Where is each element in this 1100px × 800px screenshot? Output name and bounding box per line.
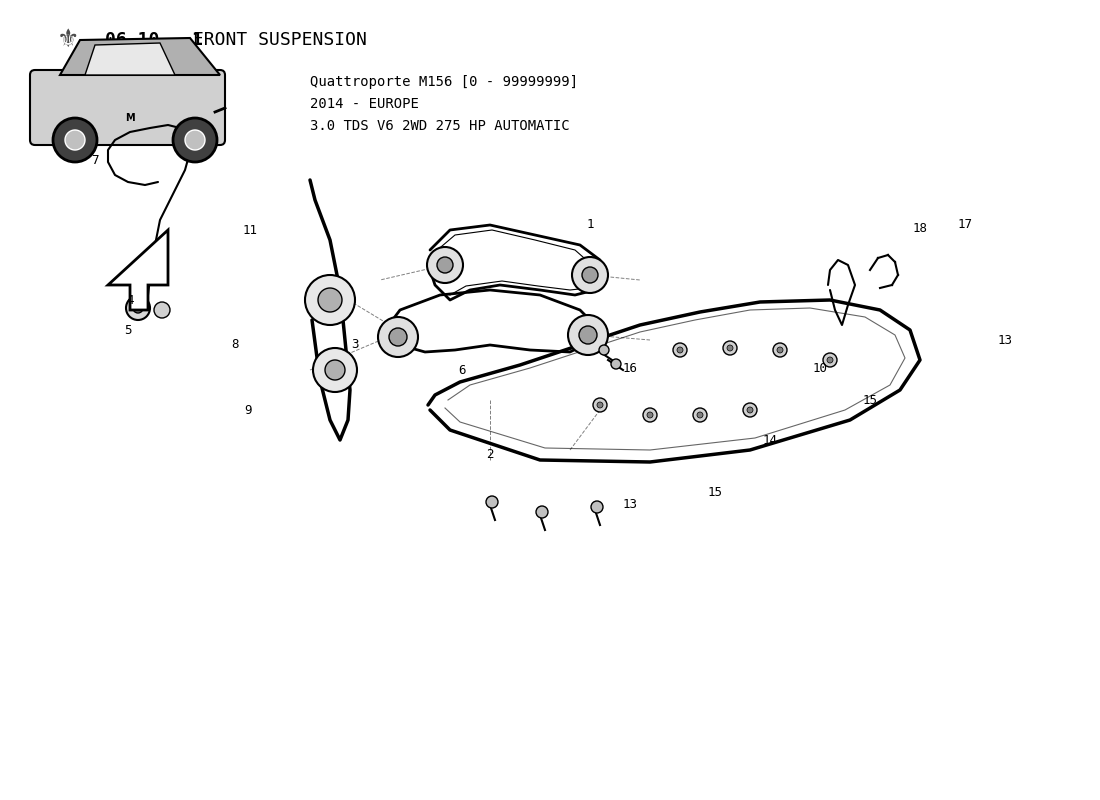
- Text: 15: 15: [862, 394, 878, 406]
- Circle shape: [647, 412, 653, 418]
- Text: 8: 8: [231, 338, 239, 351]
- Circle shape: [389, 328, 407, 346]
- Circle shape: [591, 501, 603, 513]
- Text: 6: 6: [459, 363, 465, 377]
- Circle shape: [126, 296, 150, 320]
- Text: 17: 17: [957, 218, 972, 231]
- Text: 18: 18: [913, 222, 927, 234]
- Circle shape: [133, 303, 143, 313]
- Circle shape: [427, 247, 463, 283]
- Circle shape: [582, 267, 598, 283]
- Polygon shape: [60, 38, 220, 75]
- Circle shape: [610, 359, 621, 369]
- Text: 7: 7: [91, 154, 99, 166]
- Circle shape: [65, 130, 85, 150]
- Polygon shape: [108, 230, 168, 310]
- Circle shape: [727, 345, 733, 351]
- Text: 3: 3: [351, 338, 359, 351]
- Circle shape: [823, 353, 837, 367]
- Circle shape: [173, 118, 217, 162]
- Text: 15: 15: [707, 486, 723, 498]
- Text: 2014 - EUROPE: 2014 - EUROPE: [310, 97, 419, 111]
- Text: Quattroporte M156 [0 - 99999999]: Quattroporte M156 [0 - 99999999]: [310, 75, 578, 89]
- Text: 13: 13: [998, 334, 1012, 346]
- Text: 4: 4: [126, 294, 134, 306]
- Text: M: M: [125, 113, 135, 123]
- Circle shape: [742, 403, 757, 417]
- Circle shape: [437, 257, 453, 273]
- Circle shape: [579, 326, 597, 344]
- Circle shape: [593, 398, 607, 412]
- Circle shape: [324, 360, 345, 380]
- Circle shape: [773, 343, 786, 357]
- Text: 1: 1: [586, 218, 594, 231]
- Text: 16: 16: [623, 362, 638, 374]
- Circle shape: [693, 408, 707, 422]
- Circle shape: [378, 317, 418, 357]
- Circle shape: [676, 347, 683, 353]
- Circle shape: [314, 348, 358, 392]
- Text: FRONT SUSPENSION: FRONT SUSPENSION: [182, 31, 366, 49]
- Polygon shape: [85, 43, 175, 75]
- Circle shape: [486, 496, 498, 508]
- Text: 5: 5: [124, 323, 132, 337]
- Circle shape: [53, 118, 97, 162]
- Text: 06.10 - 1: 06.10 - 1: [104, 31, 202, 49]
- Circle shape: [723, 341, 737, 355]
- Text: 2: 2: [486, 449, 494, 462]
- Circle shape: [697, 412, 703, 418]
- Circle shape: [777, 347, 783, 353]
- Text: 9: 9: [244, 403, 252, 417]
- Circle shape: [185, 130, 205, 150]
- Circle shape: [597, 402, 603, 408]
- Circle shape: [572, 257, 608, 293]
- Text: 11: 11: [242, 223, 257, 237]
- Text: 10: 10: [813, 362, 827, 374]
- Circle shape: [154, 302, 170, 318]
- Circle shape: [673, 343, 688, 357]
- Circle shape: [536, 506, 548, 518]
- Circle shape: [747, 407, 754, 413]
- Circle shape: [644, 408, 657, 422]
- Circle shape: [305, 275, 355, 325]
- Text: 14: 14: [762, 434, 778, 446]
- Text: ⚜: ⚜: [57, 28, 79, 52]
- Circle shape: [318, 288, 342, 312]
- Circle shape: [600, 345, 609, 355]
- Circle shape: [827, 357, 833, 363]
- FancyBboxPatch shape: [30, 70, 225, 145]
- Circle shape: [568, 315, 608, 355]
- Text: 13: 13: [623, 498, 638, 511]
- Text: 3.0 TDS V6 2WD 275 HP AUTOMATIC: 3.0 TDS V6 2WD 275 HP AUTOMATIC: [310, 119, 570, 133]
